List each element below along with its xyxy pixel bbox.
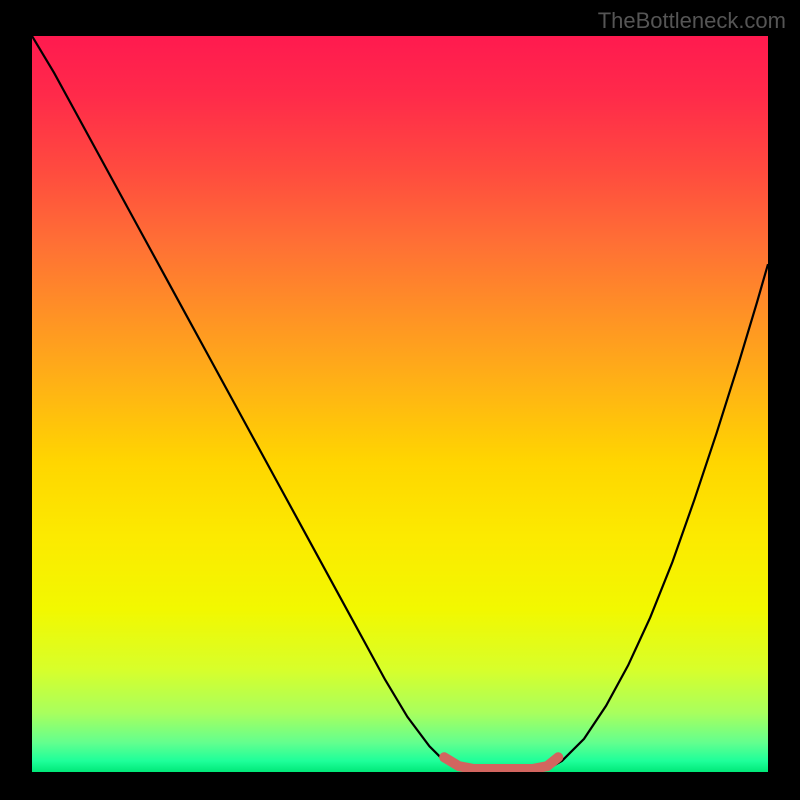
- gradient-background: [32, 36, 768, 772]
- chart-frame: TheBottleneck.com: [0, 0, 800, 800]
- watermark-text: TheBottleneck.com: [598, 8, 786, 34]
- bottleneck-plot: [32, 36, 768, 772]
